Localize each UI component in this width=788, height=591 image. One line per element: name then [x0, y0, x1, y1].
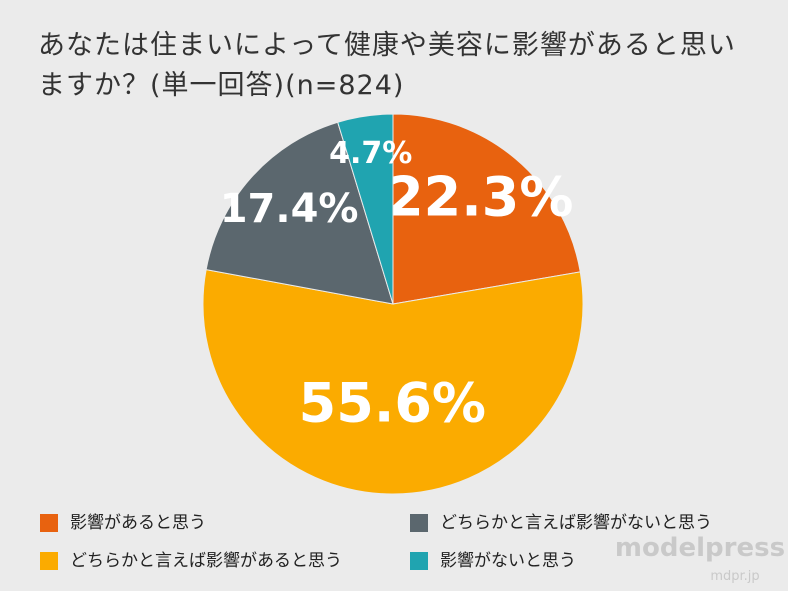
watermark-brand: modelpress: [615, 533, 785, 563]
pie-slice: [205, 121, 394, 305]
watermark-url: mdpr.jp: [710, 569, 759, 584]
pie-slice: [337, 113, 394, 305]
legend-swatch: [40, 552, 58, 570]
chart-title: あなたは住まいによって健康や美容に影響があると思いますか？(単一回答)(n=82…: [38, 30, 736, 101]
value-label: 55.6%: [299, 372, 486, 435]
legend-swatch: [410, 514, 428, 532]
legend-label: 影響がないと思う: [440, 551, 576, 571]
legend-swatch: [410, 552, 428, 570]
legend-label: どちらかと言えば影響がないと思う: [440, 513, 712, 533]
value-label: 4.7%: [329, 136, 412, 171]
value-label: 17.4%: [220, 186, 359, 232]
legend-label: どちらかと言えば影響があると思う: [70, 551, 342, 571]
legend-label: 影響があると思う: [70, 513, 206, 533]
pie-slice: [202, 268, 584, 495]
legend-swatch: [40, 514, 58, 532]
pie-slice: [392, 113, 581, 305]
value-label: 22.3%: [386, 166, 573, 229]
